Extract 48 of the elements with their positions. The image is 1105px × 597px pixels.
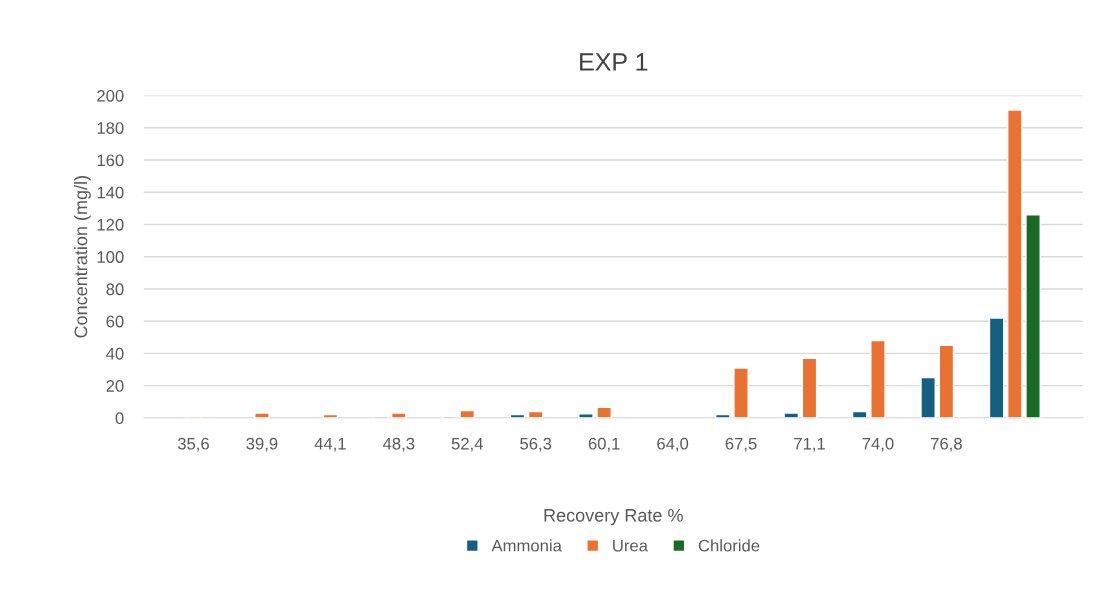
x-axis-title: Recovery Rate % xyxy=(544,508,683,526)
legend-label: Ammonia xyxy=(491,539,562,552)
y-tick-label: 80 xyxy=(106,283,124,296)
bar xyxy=(254,412,270,418)
bar xyxy=(596,406,612,418)
bar xyxy=(851,410,868,418)
bar xyxy=(459,409,476,418)
y-tick-label: 140 xyxy=(97,186,124,199)
bar xyxy=(920,376,936,418)
x-tick-label: 56,3 xyxy=(520,437,552,452)
y-tick-label: 20 xyxy=(106,380,124,392)
x-tick-label: 44,1 xyxy=(314,437,346,452)
bar xyxy=(783,412,800,418)
x-tick-label: 39,9 xyxy=(246,437,278,452)
bar xyxy=(322,413,339,418)
x-tick-label: 74,0 xyxy=(862,437,894,452)
bar xyxy=(509,413,526,418)
x-tick-label: 64,0 xyxy=(657,437,689,452)
bar xyxy=(714,413,731,418)
bar xyxy=(390,412,407,418)
y-tick-label: 200 xyxy=(97,89,124,102)
y-tick-label: 160 xyxy=(97,154,124,167)
bar xyxy=(988,317,1005,418)
bar xyxy=(733,367,749,418)
y-tick-label: 0 xyxy=(115,412,124,425)
y-tick-label: 60 xyxy=(106,315,124,328)
x-tick-label: 76,8 xyxy=(931,437,962,452)
x-tick-label: 71,1 xyxy=(794,437,825,452)
bar xyxy=(1025,214,1041,418)
bar xyxy=(938,344,955,418)
x-tick-label: 60,1 xyxy=(588,437,620,452)
chart-title: EXP 1 xyxy=(580,53,648,71)
bar xyxy=(801,357,818,418)
bar xyxy=(578,413,594,418)
legend-label: Urea xyxy=(613,539,648,552)
bar xyxy=(527,410,544,418)
y-axis-title: Concentration (mg/l) xyxy=(74,176,91,338)
legend-label: Chloride xyxy=(698,539,760,552)
y-tick-label: 180 xyxy=(97,122,124,134)
x-tick-label: 35,6 xyxy=(177,437,209,452)
x-tick-label: 67,5 xyxy=(725,437,757,452)
x-tick-label: 48,3 xyxy=(382,437,415,452)
y-tick-label: 40 xyxy=(106,347,124,360)
y-tick-label: 120 xyxy=(97,218,124,231)
y-tick-label: 100 xyxy=(97,251,124,263)
bar xyxy=(870,339,886,418)
bar xyxy=(1007,109,1023,418)
x-tick-label: 52,4 xyxy=(451,437,483,452)
